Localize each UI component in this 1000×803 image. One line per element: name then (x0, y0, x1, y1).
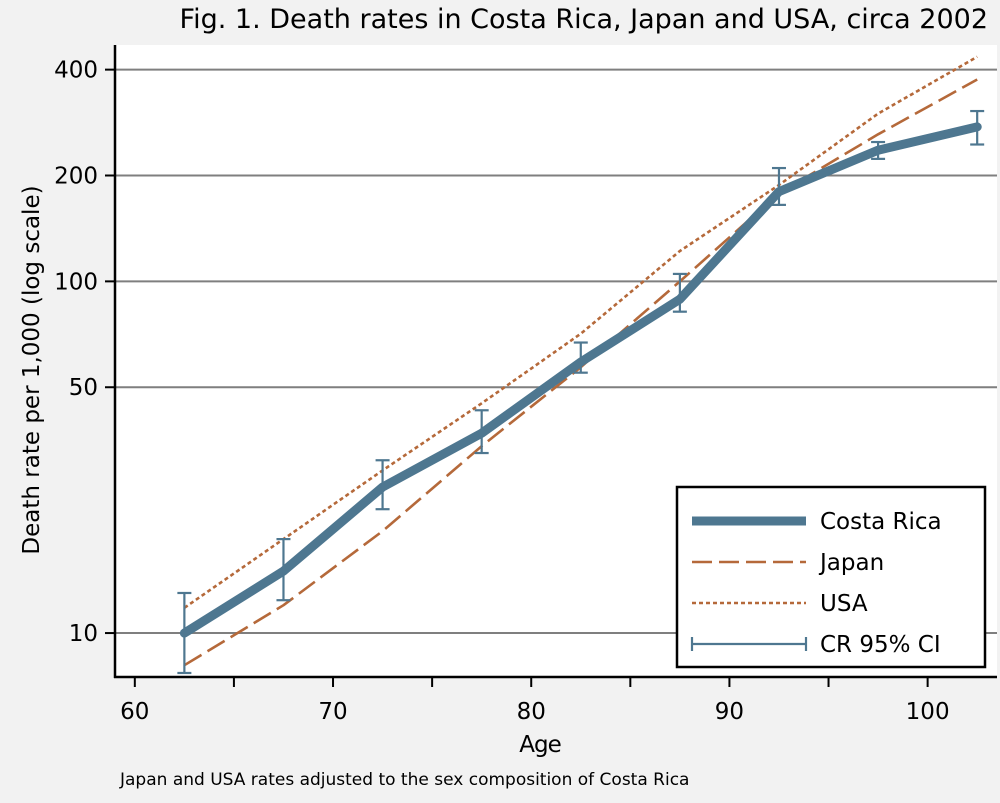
y-tick-label: 100 (54, 269, 98, 295)
chart-note: Japan and USA rates adjusted to the sex … (120, 770, 690, 790)
chart-title: Fig. 1. Death rates in Costa Rica, Japan… (179, 4, 988, 35)
y-tick-label: 10 (69, 621, 98, 647)
y-tick-label: 50 (69, 375, 98, 401)
x-tick-label: 80 (517, 699, 546, 725)
x-axis-label: Age (519, 732, 561, 758)
legend-label: CR 95% CI (820, 632, 941, 658)
y-tick-label: 400 (54, 58, 98, 84)
x-tick-label: 100 (906, 699, 950, 725)
x-tick-label: 70 (318, 699, 347, 725)
legend-label: Japan (818, 550, 884, 576)
x-tick-label: 60 (120, 699, 149, 725)
legend-label: USA (820, 591, 868, 617)
legend-label: Costa Rica (820, 509, 942, 535)
x-tick-label: 90 (715, 699, 744, 725)
y-tick-label: 200 (54, 164, 98, 190)
